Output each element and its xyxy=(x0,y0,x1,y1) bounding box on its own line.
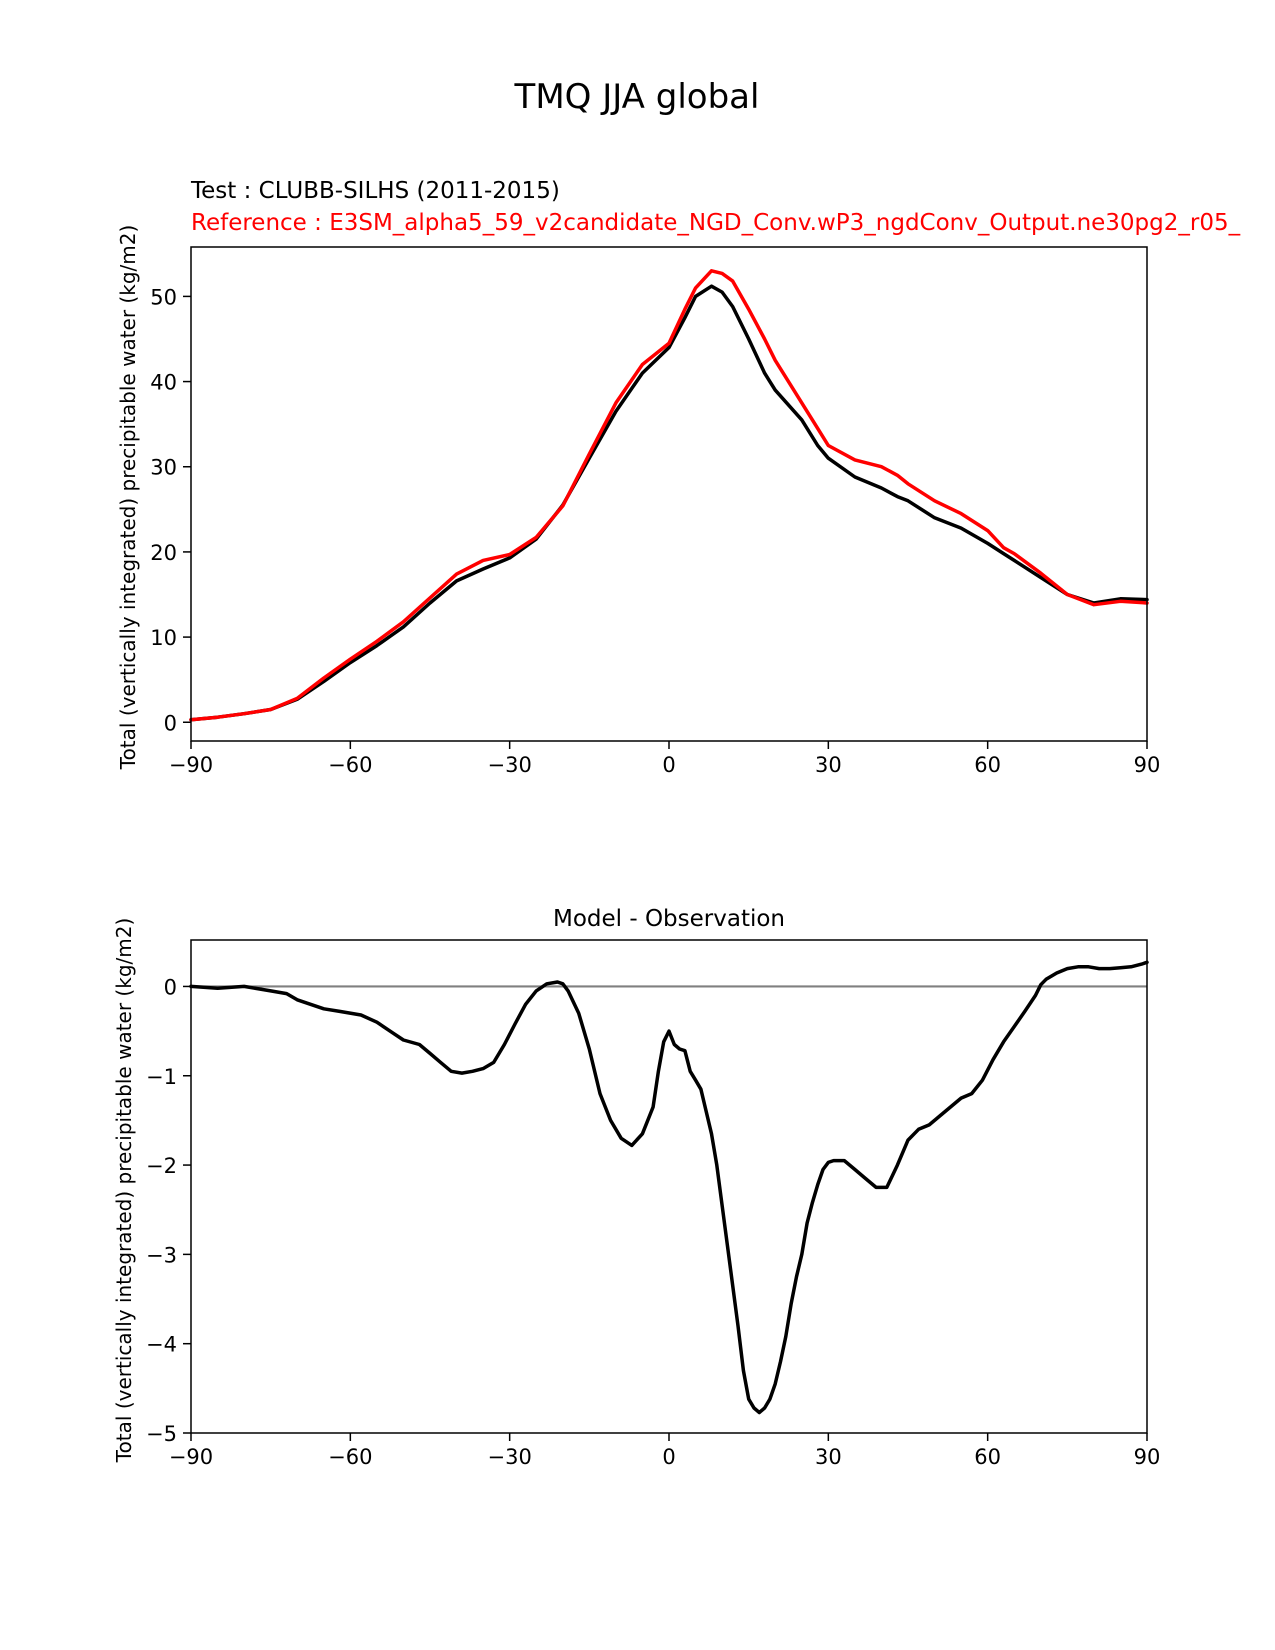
series-line-model-observation xyxy=(189,960,1149,1415)
x-tick-label: −30 xyxy=(488,753,532,777)
x-tick-label: 0 xyxy=(662,1445,675,1469)
x-tick-label: 30 xyxy=(815,1445,842,1469)
y-tick-label: 10 xyxy=(150,626,177,650)
x-tick-label: 30 xyxy=(815,753,842,777)
bottom-panel: Model - Observation Total (vertically in… xyxy=(112,906,1160,1469)
figure-title: TMQ JJA global xyxy=(514,77,760,117)
x-tick-label: 60 xyxy=(974,753,1001,777)
x-tick-label: −60 xyxy=(328,753,372,777)
bottom-plot-area: −90 −60 −30 0 30 60 90 0 −1 −2 −3 −4 −5 xyxy=(146,960,1161,1469)
x-tick-label: 0 xyxy=(662,753,675,777)
x-tick-label: 90 xyxy=(1134,753,1161,777)
y-tick-label: −4 xyxy=(146,1333,177,1357)
series-line-test xyxy=(189,284,1149,722)
series-line-reference xyxy=(189,269,1149,722)
y-tick-label: −2 xyxy=(146,1154,177,1178)
y-tick-label: −3 xyxy=(146,1243,177,1267)
reference-label: Reference : E3SM_alpha5_59_v2candidate_N… xyxy=(191,210,1241,236)
top-plot-area: −90 −60 −30 0 30 60 90 0 10 20 30 40 50 xyxy=(150,269,1161,777)
x-tick-label: 90 xyxy=(1134,1445,1161,1469)
y-tick-label: 30 xyxy=(150,456,177,480)
x-tick-label: −30 xyxy=(488,1445,532,1469)
y-tick-label: 50 xyxy=(150,285,177,309)
y-tick-label: −1 xyxy=(146,1065,177,1089)
top-y-axis-label: Total (vertically integrated) precipitab… xyxy=(116,225,140,771)
y-tick-label: 0 xyxy=(164,711,177,735)
test-label: Test : CLUBB-SILHS (2011-2015) xyxy=(190,178,560,204)
bottom-panel-title: Model - Observation xyxy=(553,906,785,932)
x-tick-label: −90 xyxy=(169,753,213,777)
y-tick-label: 0 xyxy=(164,975,177,999)
x-tick-label: −90 xyxy=(169,1445,213,1469)
top-axes-frame xyxy=(190,246,1148,742)
x-tick-label: −60 xyxy=(328,1445,372,1469)
y-tick-label: 20 xyxy=(150,541,177,565)
y-tick-label: 40 xyxy=(150,371,177,395)
bottom-y-axis-label: Total (vertically integrated) precipitab… xyxy=(112,918,136,1464)
y-tick-label: −5 xyxy=(146,1422,177,1446)
top-panel: Test : CLUBB-SILHS (2011-2015) Reference… xyxy=(116,178,1241,777)
bottom-axes-frame xyxy=(190,939,1148,1434)
x-tick-label: 60 xyxy=(974,1445,1001,1469)
